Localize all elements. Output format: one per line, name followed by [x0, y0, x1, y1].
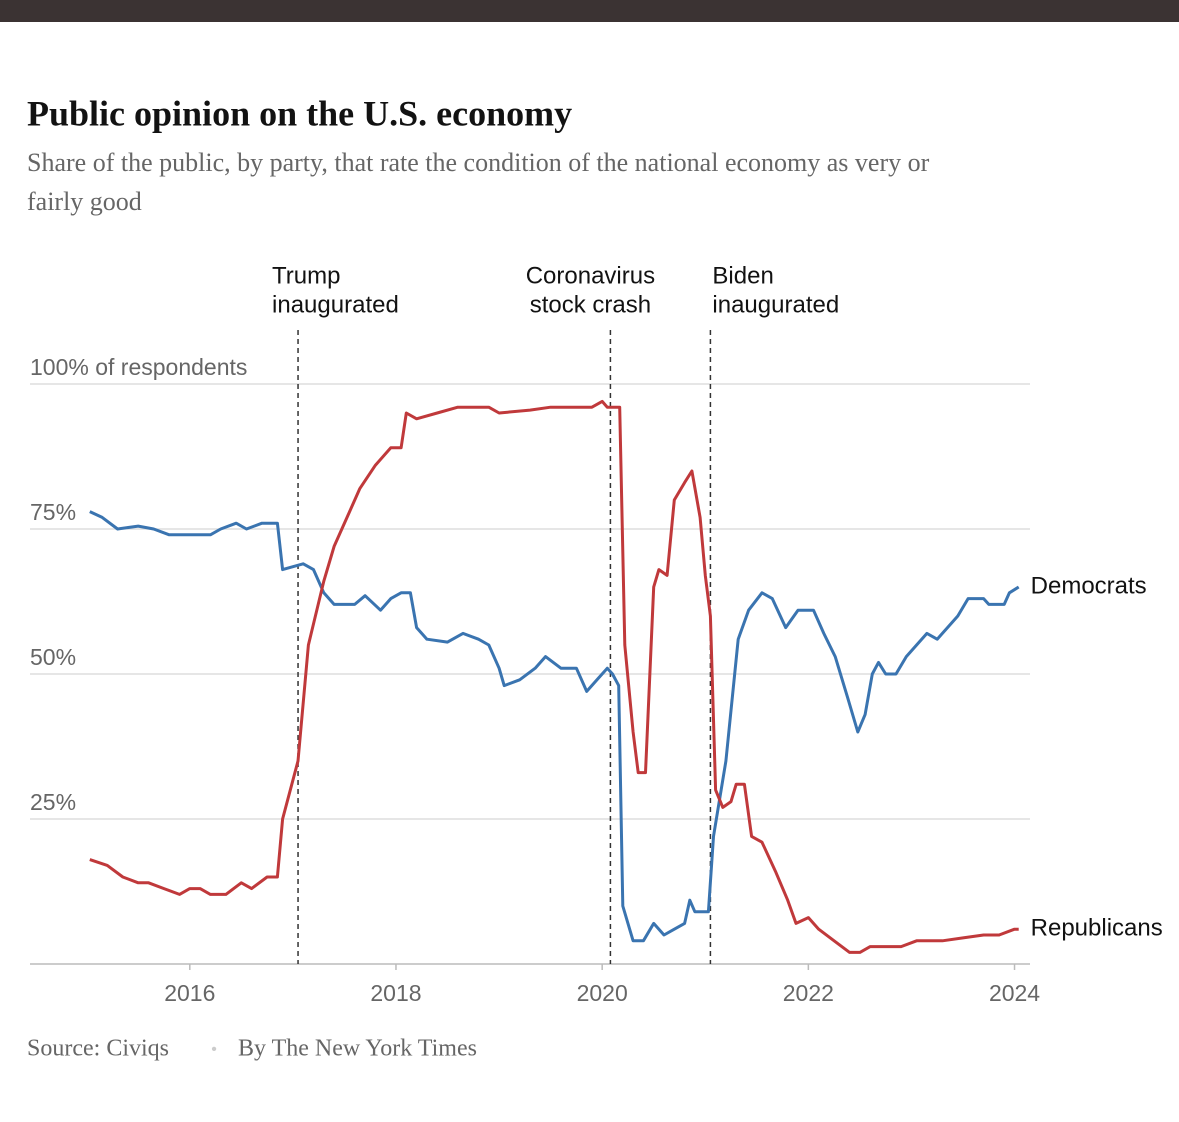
y-tick-label: 50%: [30, 644, 76, 670]
x-tick-label: 2020: [577, 980, 628, 1006]
x-tick-label: 2022: [783, 980, 834, 1006]
x-tick-label: 2018: [370, 980, 421, 1006]
series-label: Democrats: [1031, 572, 1147, 599]
chart-subtitle: Share of the public, by party, that rate…: [27, 148, 930, 177]
y-tick-label: 25%: [30, 789, 76, 815]
annotation-text: Coronavirus: [526, 262, 655, 289]
x-tick-label: 2024: [989, 980, 1040, 1006]
annotation-text: inaugurated: [712, 291, 839, 318]
x-tick-label: 2016: [164, 980, 215, 1006]
source: Source: Civiqs: [27, 1036, 169, 1062]
y-tick-label: 75%: [30, 499, 76, 525]
series-label: Republicans: [1031, 915, 1163, 942]
annotation-text: inaugurated: [272, 291, 399, 318]
chart-subtitle: fairly good: [27, 187, 142, 216]
series-line: [89, 510, 1020, 943]
separator: •: [211, 1041, 217, 1058]
y-tick-label: 100% of respondents: [30, 354, 247, 380]
series-line: [89, 399, 1019, 954]
annotation-text: Trump: [272, 262, 340, 289]
annotation-text: stock crash: [530, 291, 651, 318]
annotation-text: Biden: [712, 262, 773, 289]
chart-title: Public opinion on the U.S. economy: [27, 93, 572, 133]
byline: By The New York Times: [238, 1036, 477, 1062]
top-bar: [0, 0, 1179, 22]
